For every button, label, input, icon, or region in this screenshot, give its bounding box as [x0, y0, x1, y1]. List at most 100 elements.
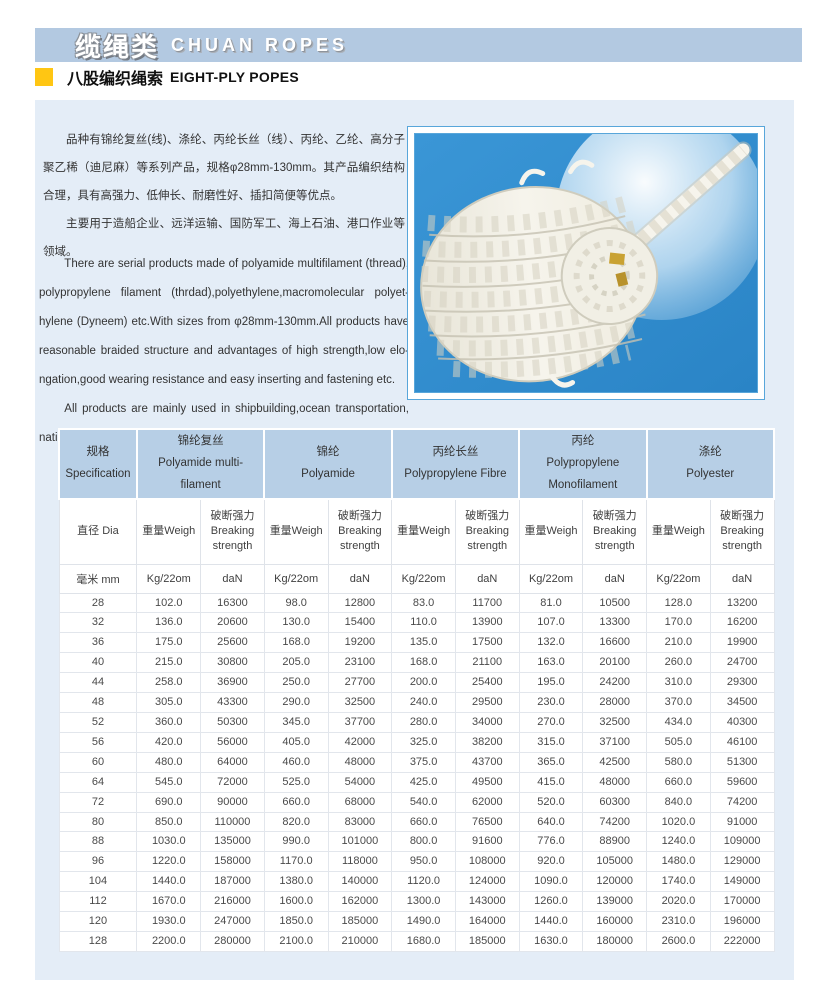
- cell-value: 13900: [454, 612, 520, 634]
- cell-value: 34000: [454, 711, 520, 733]
- cell-value: 258.0: [136, 672, 202, 694]
- cell-value: 270.0: [518, 711, 584, 733]
- cell-value: 1440.0: [136, 871, 202, 893]
- cell-value: 120000: [582, 871, 648, 893]
- cell-diameter: 56: [58, 731, 138, 753]
- cell-value: 370.0: [646, 692, 711, 713]
- cell-value: 32500: [582, 711, 648, 733]
- table-row: 104 1440.0 187000 1380.0 140000 1120.0 124000 1…: [58, 871, 775, 893]
- cell-value: 88900: [582, 831, 648, 853]
- cell-value: 425.0: [391, 771, 456, 793]
- cell-value: 1120.0: [391, 871, 456, 893]
- cell-value: 29500: [454, 692, 520, 713]
- table-row: 48 305.0 43300 290.0 32500 240.0 29500 230.0 280…: [58, 692, 775, 713]
- section-title: 八股编织绳索 EIGHT-PLY POPES: [35, 66, 299, 88]
- cell-value: 83000: [327, 811, 393, 833]
- cell-value: 24700: [709, 652, 775, 674]
- cell-value: 13300: [582, 612, 648, 634]
- sub-header-weight: 重量Weigh: [518, 498, 584, 565]
- cell-value: 776.0: [518, 831, 584, 853]
- cell-value: 168.0: [391, 652, 456, 674]
- cell-diameter: 72: [58, 791, 138, 813]
- cell-value: 130.0: [263, 612, 329, 634]
- cell-value: 505.0: [646, 731, 711, 753]
- cell-diameter: 52: [58, 711, 138, 733]
- cell-value: 51300: [709, 751, 775, 773]
- cell-value: 950.0: [391, 851, 456, 873]
- cell-value: 110.0: [391, 612, 456, 634]
- cell-value: 30800: [200, 652, 265, 674]
- cell-diameter: 40: [58, 652, 138, 674]
- banner-title-en: CHUAN ROPES: [171, 34, 349, 55]
- cell-value: 230.0: [518, 692, 584, 713]
- table-row: 44 258.0 36900 250.0 27700 200.0 25400 195.0 242…: [58, 672, 775, 694]
- cell-value: 1740.0: [646, 871, 711, 893]
- sub-header-strength: 破断强力 Breaking strength: [709, 498, 775, 565]
- cell-value: 19900: [709, 632, 775, 654]
- banner-title-zh: 缆绳类: [75, 31, 160, 62]
- cell-value: 158000: [200, 851, 265, 873]
- cell-value: 580.0: [646, 751, 711, 773]
- cell-value: 260.0: [646, 652, 711, 674]
- table-row: 40 215.0 30800 205.0 23100 168.0 21100 163.0 201…: [58, 652, 775, 674]
- intro-paragraph-zh: 品种有锦纶复丝(线)、涤纶、丙纶长丝（线）、丙纶、乙纶、高分子聚乙稀（迪尼麻）等…: [43, 126, 405, 266]
- cell-value: 105000: [582, 851, 648, 873]
- cell-value: 15400: [327, 612, 393, 634]
- cell-value: 215.0: [136, 652, 202, 674]
- content-panel: 品种有锦纶复丝(线)、涤纶、丙纶长丝（线）、丙纶、乙纶、高分子聚乙稀（迪尼麻）等…: [35, 100, 794, 980]
- group-header-material: 丙纶 Polypropylene Monofilament: [518, 428, 648, 500]
- cell-value: 480.0: [136, 751, 202, 773]
- cell-value: 43300: [200, 692, 265, 713]
- cell-value: 375.0: [391, 751, 456, 773]
- sub-header-row: 直径 Dia 重量Weigh 破断强力 Breaking strength 重量Weig…: [58, 498, 775, 565]
- cell-value: 310.0: [646, 672, 711, 694]
- cell-value: 210.0: [646, 632, 711, 654]
- units-weight: Kg/22om: [136, 563, 202, 594]
- cell-value: 800.0: [391, 831, 456, 853]
- cell-value: 27700: [327, 672, 393, 694]
- cell-value: 525.0: [263, 771, 329, 793]
- cell-value: 1090.0: [518, 871, 584, 893]
- cell-value: 37100: [582, 731, 648, 753]
- cell-diameter: 32: [58, 612, 138, 634]
- cell-value: 34500: [709, 692, 775, 713]
- cell-value: 2310.0: [646, 911, 711, 932]
- sub-header-strength: 破断强力 Breaking strength: [200, 498, 265, 565]
- table-row: 64 545.0 72000 525.0 54000 425.0 49500 415.0 480…: [58, 771, 775, 793]
- cell-value: 640.0: [518, 811, 584, 833]
- cell-value: 23100: [327, 652, 393, 674]
- units-strength: daN: [327, 563, 393, 594]
- cell-value: 136.0: [136, 612, 202, 634]
- cell-value: 325.0: [391, 731, 456, 753]
- cell-value: 36900: [200, 672, 265, 694]
- cell-value: 405.0: [263, 731, 329, 753]
- group-header-specification: 规格 Specification: [58, 428, 138, 500]
- cell-value: 42500: [582, 751, 648, 773]
- cell-value: 76500: [454, 811, 520, 833]
- cell-value: 660.0: [391, 811, 456, 833]
- cell-value: 990.0: [263, 831, 329, 853]
- cell-value: 2100.0: [263, 930, 329, 952]
- cell-value: 1170.0: [263, 851, 329, 873]
- cell-value: 1260.0: [518, 891, 584, 913]
- cell-value: 91000: [709, 811, 775, 833]
- cell-value: 32500: [327, 692, 393, 713]
- intro-zh-p1: 品种有锦纶复丝(线)、涤纶、丙纶长丝（线）、丙纶、乙纶、高分子聚乙稀（迪尼麻）等…: [43, 134, 405, 202]
- cell-diameter: 88: [58, 831, 138, 853]
- cell-value: 1850.0: [263, 911, 329, 932]
- rope-photo-inner-frame: [414, 133, 758, 393]
- cell-value: 50300: [200, 711, 265, 733]
- intro-zh-p2: 主要用于造船企业、远洋运输、国防军工、海上石油、港口作业等领域。: [43, 218, 405, 258]
- units-strength: daN: [709, 563, 775, 594]
- cell-value: 1480.0: [646, 851, 711, 873]
- cell-value: 48000: [327, 751, 393, 773]
- intro-en-p1: There are serial products made of polyam…: [39, 258, 409, 386]
- cell-value: 135000: [200, 831, 265, 853]
- units-strength: daN: [454, 563, 520, 594]
- cell-value: 434.0: [646, 711, 711, 733]
- cell-value: 90000: [200, 791, 265, 813]
- intro-paragraph-en: There are serial products made of polyam…: [39, 250, 409, 453]
- cell-value: 118000: [327, 851, 393, 873]
- section-title-zh: 八股编织绳索: [67, 71, 164, 88]
- group-header-material: 锦纶复丝 Polyamide multi-filament: [135, 428, 266, 500]
